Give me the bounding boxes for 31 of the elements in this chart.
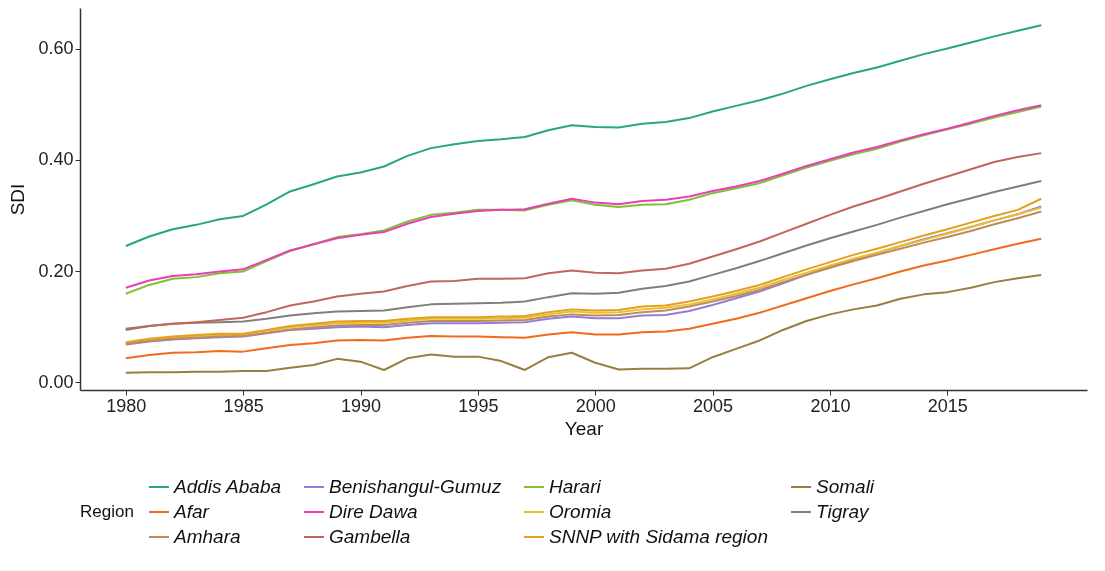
x-tick-label: 2000: [575, 395, 616, 416]
legend-label: Addis Ababa: [173, 476, 282, 497]
y-tick-label: 0.40: [38, 149, 74, 170]
line-series: [124, 179, 1043, 330]
x-tick-label: 2010: [810, 395, 851, 416]
y-tick-label: 0.20: [38, 260, 74, 281]
x-tick-label: 1990: [340, 395, 382, 416]
line-series: [124, 237, 1043, 360]
legend-title: Region: [80, 502, 134, 521]
line-series: [124, 273, 1043, 374]
line-series: [124, 152, 1043, 331]
x-tick-label: 2005: [693, 395, 734, 416]
legend-label: Gambella: [329, 526, 411, 547]
legend-label: Benishangul-Gumuz: [329, 476, 502, 497]
legend-label: Harari: [549, 476, 602, 497]
x-tick-label: 1985: [223, 395, 264, 416]
legend-label: Tigray: [816, 501, 871, 522]
x-tick-label: 1995: [458, 395, 499, 416]
legend-label: SNNP with Sidama region: [549, 526, 768, 547]
legend-label: Afar: [173, 501, 210, 522]
legend-label: Dire Dawa: [329, 501, 418, 522]
legend-label: Oromia: [549, 501, 612, 522]
x-tick-label: 1980: [106, 395, 147, 416]
y-tick-label: 0.00: [38, 371, 74, 392]
y-axis-title: SDI: [7, 183, 29, 216]
legend-label: Somali: [816, 476, 875, 497]
x-tick-label: 2015: [927, 395, 968, 416]
line-series: [124, 24, 1043, 247]
y-tick-label: 0.60: [38, 38, 74, 59]
x-axis-title: Year: [564, 417, 604, 439]
legend-label: Amhara: [173, 526, 241, 547]
